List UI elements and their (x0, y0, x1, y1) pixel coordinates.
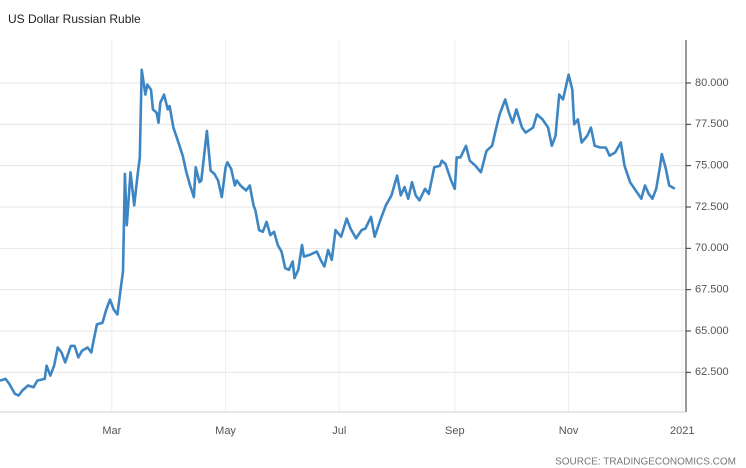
line (0, 68, 676, 397)
y-tick-label: 77.500 (695, 118, 729, 130)
x-tick-label: May (215, 425, 236, 437)
y-tick-label: 72.500 (695, 201, 729, 213)
x-tick-label: Mar (102, 425, 121, 437)
y-tick-label: 80.000 (695, 77, 729, 89)
source: SOURCE: TRADINGECONOMICS.COM (555, 457, 736, 468)
y-tick-label: 70.000 (695, 242, 729, 254)
y-tick-label: 62.500 (695, 366, 729, 378)
x-tick-label: Jul (332, 425, 346, 437)
y-tick-label: 65.000 (695, 325, 729, 337)
x-tick-label: Sep (445, 425, 465, 437)
chart-title: US Dollar Russian Ruble (8, 12, 141, 26)
x-tick-label: 2021 (670, 425, 694, 437)
y-tick-label: 75.000 (695, 160, 729, 172)
x-tick-label: Nov (559, 425, 579, 437)
y-tick-label: 67.500 (695, 284, 729, 296)
